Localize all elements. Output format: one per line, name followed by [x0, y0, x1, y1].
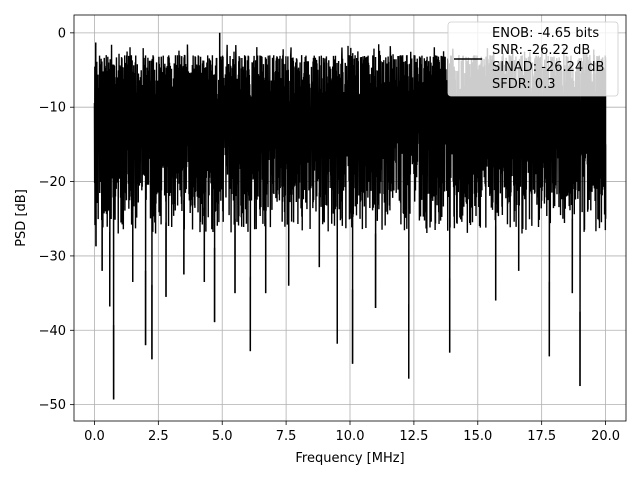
psd-series [93, 32, 607, 400]
legend: ENOB: -4.65 bits SNR: -26.22 dB SINAD: -… [447, 21, 619, 97]
y-tick-label: −40 [39, 324, 66, 339]
y-tick-label: −10 [39, 101, 66, 116]
x-tick-label: 2.5 [148, 429, 169, 444]
y-axis-label: PSD [dB] [14, 189, 29, 247]
x-tick-label: 17.5 [527, 429, 556, 444]
legend-enob: ENOB: -4.65 bits [492, 26, 599, 41]
x-tick-label: 7.5 [276, 429, 297, 444]
x-tick-label: 10.0 [336, 429, 365, 444]
y-axis-ticks: 0 −10 −20 −30 −40 −50 [39, 26, 74, 413]
legend-snr: SNR: -26.22 dB [492, 43, 590, 58]
legend-box [447, 21, 619, 97]
legend-sinad: SINAD: -26.24 dB [492, 60, 604, 75]
legend-sfdr: SFDR: 0.3 [492, 77, 556, 92]
x-tick-label: 15.0 [463, 429, 492, 444]
x-tick-label: 20.0 [591, 429, 620, 444]
x-tick-label: 5.0 [212, 429, 233, 444]
y-tick-label: −20 [39, 175, 66, 190]
y-tick-label: −50 [39, 398, 66, 413]
y-tick-label: −30 [39, 249, 66, 264]
psd-series-line [93, 32, 607, 400]
psd-notable-points [95, 32, 607, 400]
x-tick-label: 12.5 [399, 429, 428, 444]
x-axis-ticks: 0.0 2.5 5.0 7.5 10.0 12.5 15.0 17.5 20.0 [84, 421, 620, 444]
x-axis-label: Frequency [MHz] [295, 451, 404, 466]
y-tick-label: 0 [58, 26, 66, 41]
x-tick-label: 0.0 [84, 429, 105, 444]
